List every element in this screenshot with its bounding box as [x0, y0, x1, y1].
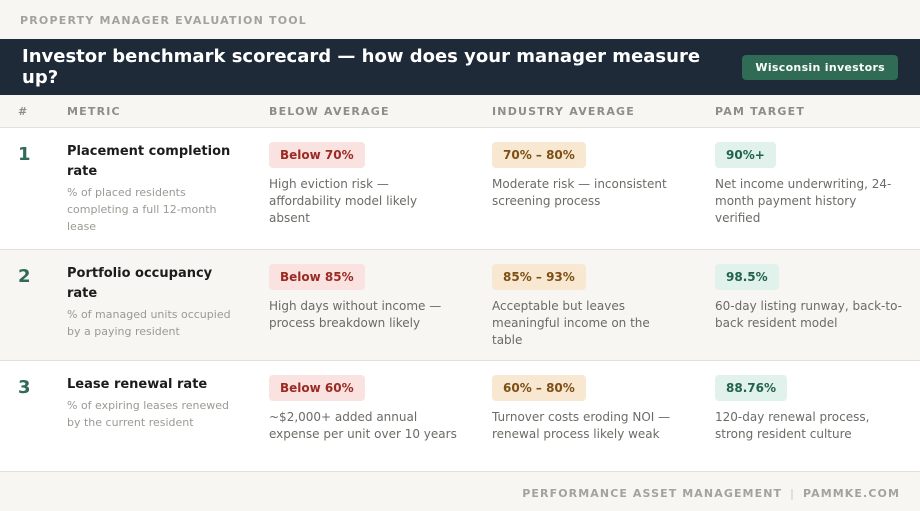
metric-name: Placement completion rate	[67, 144, 231, 179]
table-row: 1 Placement completion rate % of placed …	[0, 128, 920, 250]
industry-average-note: Moderate risk — inconsistent screening p…	[492, 177, 667, 208]
table-header: # METRIC BELOW AVERAGE INDUSTRY AVERAGE …	[0, 95, 920, 128]
metric-description: % of expiring leases renewed by the curr…	[67, 399, 230, 429]
pam-target-cell: 88.76% 120-day renewal process, strong r…	[715, 375, 905, 443]
industry-average-badge: 60% – 80%	[492, 375, 586, 401]
region-badge: Wisconsin investors	[742, 54, 898, 80]
below-average-cell: Below 70% High eviction risk — affordabi…	[269, 142, 459, 227]
column-header-industry-average: INDUSTRY AVERAGE	[492, 105, 635, 118]
metric-cell: Lease renewal rate % of expiring leases …	[67, 375, 242, 431]
below-average-cell: Below 85% High days without income — pro…	[269, 264, 459, 332]
column-header-below-average: BELOW AVERAGE	[269, 105, 390, 118]
industry-average-badge: 85% – 93%	[492, 264, 586, 290]
page-title: Investor benchmark scorecard — how does …	[22, 46, 701, 88]
industry-average-note: Acceptable but leaves meaningful income …	[492, 299, 650, 347]
footer-company: PERFORMANCE ASSET MANAGEMENT	[522, 487, 783, 500]
below-average-note: High eviction risk — affordability model…	[269, 177, 418, 225]
pam-target-note: Net income underwriting, 24-month paymen…	[715, 177, 892, 225]
row-number: 2	[18, 266, 31, 287]
industry-average-cell: 85% – 93% Acceptable but leaves meaningf…	[492, 264, 682, 349]
pam-target-badge: 88.76%	[715, 375, 787, 401]
row-number: 1	[18, 144, 31, 165]
pam-target-badge: 98.5%	[715, 264, 779, 290]
metric-description: % of managed units occupied by a paying …	[67, 308, 231, 338]
metric-name: Portfolio occupancy rate	[67, 266, 213, 301]
industry-average-cell: 70% – 80% Moderate risk — inconsistent s…	[492, 142, 682, 210]
below-average-cell: Below 60% ~$2,000+ added annual expense …	[269, 375, 459, 443]
below-average-badge: Below 85%	[269, 264, 365, 290]
below-average-badge: Below 60%	[269, 375, 365, 401]
pam-target-note: 60-day listing runway, back-to-back resi…	[715, 299, 902, 330]
industry-average-badge: 70% – 80%	[492, 142, 586, 168]
column-header-number: #	[18, 105, 29, 118]
column-header-pam-target: PAM TARGET	[715, 105, 806, 118]
below-average-badge: Below 70%	[269, 142, 365, 168]
pam-target-cell: 90%+ Net income underwriting, 24-month p…	[715, 142, 905, 227]
pam-target-note: 120-day renewal process, strong resident…	[715, 410, 870, 441]
footer-website-link[interactable]: PAMMKE.COM	[802, 487, 900, 500]
metric-description: % of placed residents completing a full …	[67, 186, 217, 233]
footer: PERFORMANCE ASSET MANAGEMENT | PAMMKE.COM	[522, 487, 900, 500]
table-row: 2 Portfolio occupancy rate % of managed …	[0, 250, 920, 361]
below-average-note: ~$2,000+ added annual expense per unit o…	[269, 410, 457, 441]
pam-target-badge: 90%+	[715, 142, 776, 168]
header-banner: Investor benchmark scorecard — how does …	[0, 39, 920, 95]
page-eyebrow: PROPERTY MANAGER EVALUATION TOOL	[20, 14, 308, 27]
row-number: 3	[18, 377, 31, 398]
industry-average-cell: 60% – 80% Turnover costs eroding NOI — r…	[492, 375, 682, 443]
metric-cell: Portfolio occupancy rate % of managed un…	[67, 264, 242, 340]
industry-average-note: Turnover costs eroding NOI — renewal pro…	[492, 410, 671, 441]
footer-separator: |	[790, 487, 795, 500]
table-row: 3 Lease renewal rate % of expiring lease…	[0, 361, 920, 472]
metric-name: Lease renewal rate	[67, 377, 208, 392]
below-average-note: High days without income — process break…	[269, 299, 442, 330]
metric-cell: Placement completion rate % of placed re…	[67, 142, 242, 235]
column-header-metric: METRIC	[67, 105, 121, 118]
pam-target-cell: 98.5% 60-day listing runway, back-to-bac…	[715, 264, 905, 332]
